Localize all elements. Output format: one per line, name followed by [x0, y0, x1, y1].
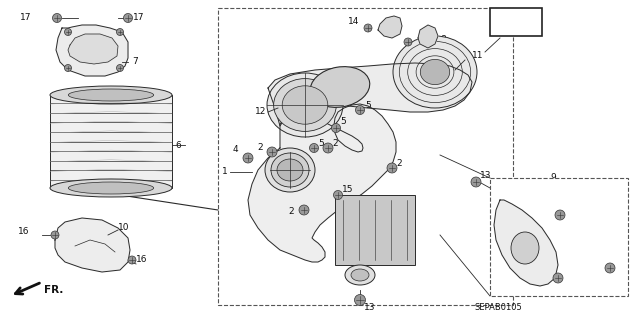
Bar [50, 95, 172, 188]
Ellipse shape [274, 78, 337, 131]
Circle shape [116, 64, 124, 71]
Text: SEPAB0105: SEPAB0105 [474, 303, 522, 313]
Bar [490, 178, 628, 296]
Bar [490, 8, 542, 36]
Text: 9: 9 [550, 174, 556, 182]
Circle shape [364, 24, 372, 32]
Bar [335, 195, 415, 265]
Ellipse shape [420, 59, 450, 85]
Text: 6: 6 [175, 140, 180, 150]
Text: 16: 16 [136, 256, 147, 264]
Ellipse shape [351, 269, 369, 281]
Text: 2: 2 [332, 138, 338, 147]
Ellipse shape [265, 148, 315, 192]
Polygon shape [248, 104, 396, 262]
Text: 12: 12 [255, 108, 266, 116]
Text: 5: 5 [365, 100, 371, 109]
Circle shape [65, 28, 72, 35]
Text: 1: 1 [222, 167, 228, 176]
Polygon shape [56, 25, 128, 76]
Circle shape [355, 106, 365, 115]
Circle shape [65, 64, 72, 71]
Bar [218, 8, 513, 305]
Circle shape [553, 273, 563, 283]
Polygon shape [68, 34, 118, 64]
Ellipse shape [50, 179, 172, 197]
Ellipse shape [345, 265, 375, 285]
Circle shape [299, 205, 309, 215]
Polygon shape [494, 200, 558, 286]
Circle shape [51, 231, 59, 239]
Circle shape [404, 38, 412, 46]
Text: 5: 5 [340, 117, 346, 127]
Text: 2: 2 [288, 207, 294, 217]
Circle shape [355, 294, 365, 306]
Circle shape [555, 210, 565, 220]
Text: 16: 16 [18, 227, 29, 236]
Text: 7: 7 [132, 57, 138, 66]
Circle shape [310, 144, 319, 152]
Text: FR.: FR. [44, 285, 63, 295]
Text: 3: 3 [565, 205, 571, 214]
Text: 15: 15 [342, 186, 353, 195]
Circle shape [52, 13, 61, 23]
Text: 10: 10 [118, 224, 129, 233]
Circle shape [605, 263, 615, 273]
Ellipse shape [68, 89, 154, 101]
Text: 14: 14 [348, 18, 360, 26]
Ellipse shape [271, 153, 309, 187]
Polygon shape [378, 16, 402, 38]
Circle shape [128, 256, 136, 264]
Text: 8: 8 [440, 35, 445, 44]
Circle shape [124, 13, 132, 23]
Ellipse shape [310, 67, 370, 108]
Text: 5: 5 [318, 139, 324, 149]
Circle shape [243, 153, 253, 163]
Ellipse shape [68, 182, 154, 194]
Ellipse shape [277, 159, 303, 181]
Text: 2: 2 [396, 159, 402, 167]
Text: 18: 18 [616, 261, 627, 270]
Circle shape [333, 190, 342, 199]
Circle shape [387, 163, 397, 173]
Ellipse shape [282, 86, 328, 124]
Polygon shape [55, 218, 130, 272]
Polygon shape [268, 63, 472, 126]
Text: 4: 4 [233, 145, 239, 154]
Circle shape [116, 28, 124, 35]
Ellipse shape [267, 73, 343, 137]
Text: B-1: B-1 [500, 19, 521, 29]
Text: 13: 13 [364, 303, 376, 313]
Text: 17: 17 [133, 13, 145, 23]
Circle shape [323, 143, 333, 153]
Text: 11: 11 [472, 50, 483, 60]
Text: 3: 3 [555, 279, 561, 288]
Circle shape [471, 177, 481, 187]
Text: 17: 17 [20, 13, 31, 23]
Circle shape [332, 123, 340, 132]
Text: 13: 13 [480, 172, 492, 181]
Ellipse shape [393, 36, 477, 108]
Polygon shape [418, 25, 438, 48]
Ellipse shape [50, 86, 172, 104]
Circle shape [267, 147, 277, 157]
Ellipse shape [511, 232, 539, 264]
Text: 2: 2 [257, 144, 262, 152]
